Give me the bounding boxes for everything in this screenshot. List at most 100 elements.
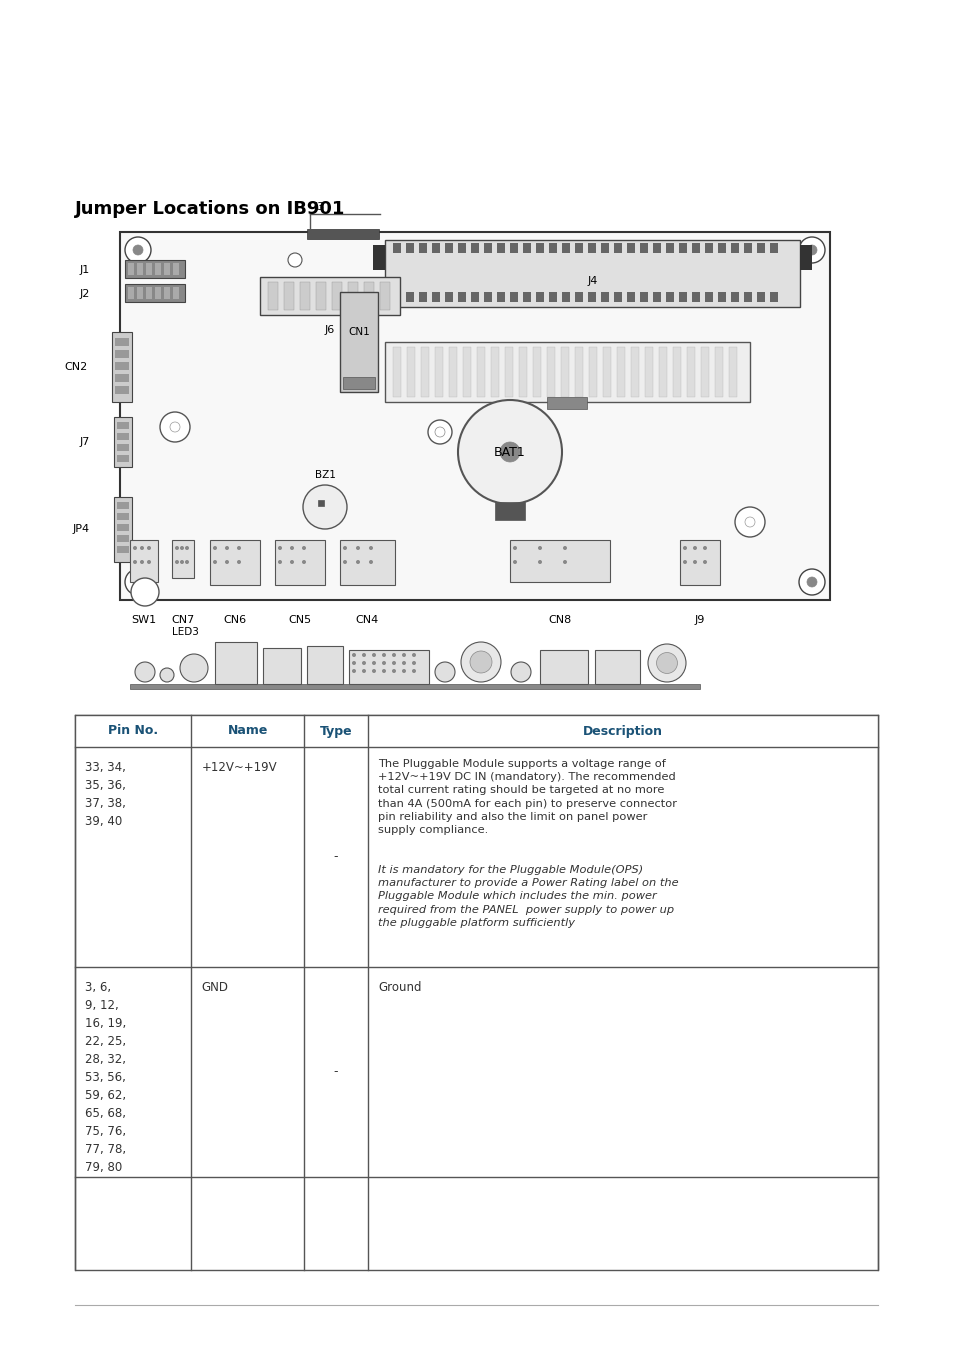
Bar <box>587 292 596 302</box>
Bar <box>210 540 260 585</box>
Bar <box>626 292 635 302</box>
Bar <box>120 232 829 599</box>
Bar <box>548 243 557 252</box>
Bar <box>595 649 639 684</box>
Circle shape <box>277 560 282 564</box>
Bar <box>307 230 378 239</box>
Circle shape <box>361 670 366 674</box>
Circle shape <box>180 653 208 682</box>
Text: JP4: JP4 <box>72 524 90 535</box>
Circle shape <box>236 545 241 549</box>
Bar <box>691 292 700 302</box>
Bar <box>172 288 179 298</box>
Text: Description: Description <box>582 725 662 737</box>
Bar <box>339 292 377 392</box>
Bar <box>700 347 708 397</box>
Bar <box>385 240 800 306</box>
Text: CN1: CN1 <box>348 327 370 338</box>
Circle shape <box>562 560 566 564</box>
Circle shape <box>352 653 355 657</box>
Bar <box>379 282 390 310</box>
Circle shape <box>656 652 677 674</box>
Bar <box>757 292 764 302</box>
Bar <box>130 540 158 582</box>
Circle shape <box>225 560 229 564</box>
Circle shape <box>702 545 706 549</box>
Circle shape <box>236 560 241 564</box>
Text: LED3: LED3 <box>172 626 198 637</box>
Circle shape <box>132 244 143 255</box>
Bar <box>117 535 129 541</box>
Bar <box>575 243 582 252</box>
Circle shape <box>343 545 347 549</box>
Bar <box>457 292 465 302</box>
Text: J3: J3 <box>314 202 325 212</box>
Bar <box>339 540 395 585</box>
Circle shape <box>132 576 143 587</box>
Circle shape <box>401 670 406 674</box>
Bar <box>602 347 610 397</box>
Text: CN4: CN4 <box>355 616 378 625</box>
Bar <box>432 243 439 252</box>
Circle shape <box>702 560 706 564</box>
Circle shape <box>401 662 406 666</box>
Bar <box>172 263 179 275</box>
Bar <box>117 502 129 509</box>
Text: Name: Name <box>227 725 268 737</box>
Bar <box>117 513 129 520</box>
Text: Type: Type <box>319 725 352 737</box>
Circle shape <box>682 545 686 549</box>
Circle shape <box>135 662 154 682</box>
Bar <box>617 347 624 397</box>
Text: Pin No.: Pin No. <box>108 725 158 737</box>
Bar <box>679 292 686 302</box>
Bar <box>130 684 700 688</box>
Circle shape <box>806 576 816 587</box>
Circle shape <box>806 244 816 255</box>
Circle shape <box>381 670 386 674</box>
Circle shape <box>147 560 151 564</box>
Bar <box>125 261 185 278</box>
Bar <box>614 243 621 252</box>
Bar <box>263 648 301 684</box>
Bar <box>348 282 357 310</box>
Bar <box>536 243 543 252</box>
Bar <box>800 244 811 270</box>
Circle shape <box>290 545 294 549</box>
Bar <box>115 374 129 382</box>
Bar <box>546 347 555 397</box>
Bar <box>561 243 569 252</box>
Circle shape <box>180 545 184 549</box>
Text: J4: J4 <box>587 277 598 286</box>
Circle shape <box>392 653 395 657</box>
Bar <box>510 292 517 302</box>
Text: -: - <box>334 1065 338 1079</box>
Circle shape <box>372 670 375 674</box>
Circle shape <box>428 420 452 444</box>
Bar <box>600 292 608 302</box>
Bar <box>125 284 185 302</box>
Bar <box>444 243 453 252</box>
Circle shape <box>499 441 519 462</box>
Bar <box>260 277 399 315</box>
Bar <box>497 243 504 252</box>
Bar <box>332 282 341 310</box>
Bar <box>769 243 778 252</box>
Bar <box>115 362 129 370</box>
Text: The Pluggable Module supports a voltage range of
+12V~+19V DC IN (mandatory). Th: The Pluggable Module supports a voltage … <box>377 759 677 836</box>
Bar <box>704 243 712 252</box>
Circle shape <box>147 545 151 549</box>
Circle shape <box>537 560 541 564</box>
Bar <box>364 282 374 310</box>
Circle shape <box>174 545 179 549</box>
Bar <box>146 288 152 298</box>
Bar <box>113 497 132 562</box>
Bar <box>407 347 415 397</box>
Text: J9: J9 <box>694 616 704 625</box>
Circle shape <box>213 560 216 564</box>
Bar <box>117 524 129 531</box>
Text: J2: J2 <box>79 289 90 298</box>
Bar <box>714 347 722 397</box>
Bar <box>743 292 751 302</box>
Bar <box>546 397 586 409</box>
